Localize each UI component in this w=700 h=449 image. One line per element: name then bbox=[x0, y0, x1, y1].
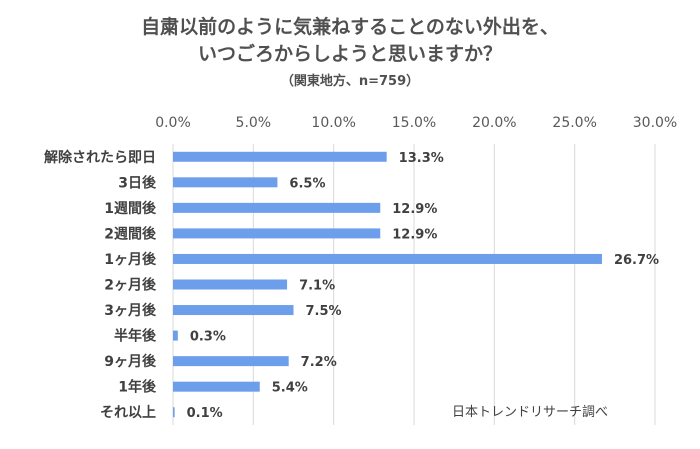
x-tick-label: 0.0% bbox=[155, 115, 191, 131]
bar bbox=[173, 279, 288, 290]
category-label: それ以上 bbox=[100, 405, 156, 421]
chart-title: 自粛以前のように気兼ねすることのない外出を、 いつごろからしようと思いますか？ bbox=[0, 14, 700, 68]
bar bbox=[173, 356, 289, 367]
data-label: 6.5% bbox=[289, 176, 325, 191]
x-tick-label: 5.0% bbox=[236, 115, 272, 131]
category-label: 2週間後 bbox=[104, 225, 157, 242]
bar bbox=[173, 330, 178, 341]
category-label: 9ヶ月後 bbox=[104, 353, 157, 370]
chart-title-line1: 自粛以前のように気兼ねすることのない外出を、 bbox=[141, 16, 559, 38]
category-label: 1年後 bbox=[118, 379, 157, 396]
x-tick-label: 30.0% bbox=[633, 115, 677, 131]
source-note: 日本トレンドリサーチ調べ bbox=[452, 405, 609, 420]
data-label: 0.3% bbox=[190, 330, 226, 345]
bar bbox=[173, 177, 278, 188]
data-label: 0.1% bbox=[187, 406, 223, 421]
data-label: 7.5% bbox=[306, 304, 342, 319]
data-label: 7.2% bbox=[301, 355, 337, 370]
bar bbox=[173, 381, 260, 392]
chart-title-line2: いつごろからしようと思いますか？ bbox=[197, 43, 502, 65]
data-label: 12.9% bbox=[392, 227, 437, 242]
category-label: 1週間後 bbox=[104, 200, 157, 217]
bar bbox=[173, 407, 175, 418]
x-tick-label: 25.0% bbox=[552, 115, 596, 131]
category-label: 半年後 bbox=[114, 328, 157, 345]
x-tick-label: 15.0% bbox=[392, 115, 436, 131]
x-tick-label: 10.0% bbox=[311, 115, 355, 131]
category-label: 3ヶ月後 bbox=[104, 302, 157, 319]
data-label: 7.1% bbox=[299, 279, 335, 294]
category-label: 3日後 bbox=[118, 174, 157, 191]
bar bbox=[173, 202, 381, 213]
data-label: 12.9% bbox=[392, 202, 437, 217]
category-label: 解除されたら即日 bbox=[44, 149, 156, 166]
data-label: 13.3% bbox=[399, 151, 444, 166]
data-label: 5.4% bbox=[272, 381, 308, 396]
x-tick-label: 20.0% bbox=[472, 115, 516, 131]
chart-subtitle: （関東地方、n=759） bbox=[280, 74, 420, 89]
category-label: 1ヶ月後 bbox=[104, 251, 157, 268]
category-label: 2ヶ月後 bbox=[104, 277, 157, 294]
bar bbox=[173, 228, 381, 239]
data-label: 26.7% bbox=[614, 253, 659, 268]
bar bbox=[173, 253, 602, 264]
bar bbox=[173, 151, 387, 162]
bar bbox=[173, 305, 294, 316]
